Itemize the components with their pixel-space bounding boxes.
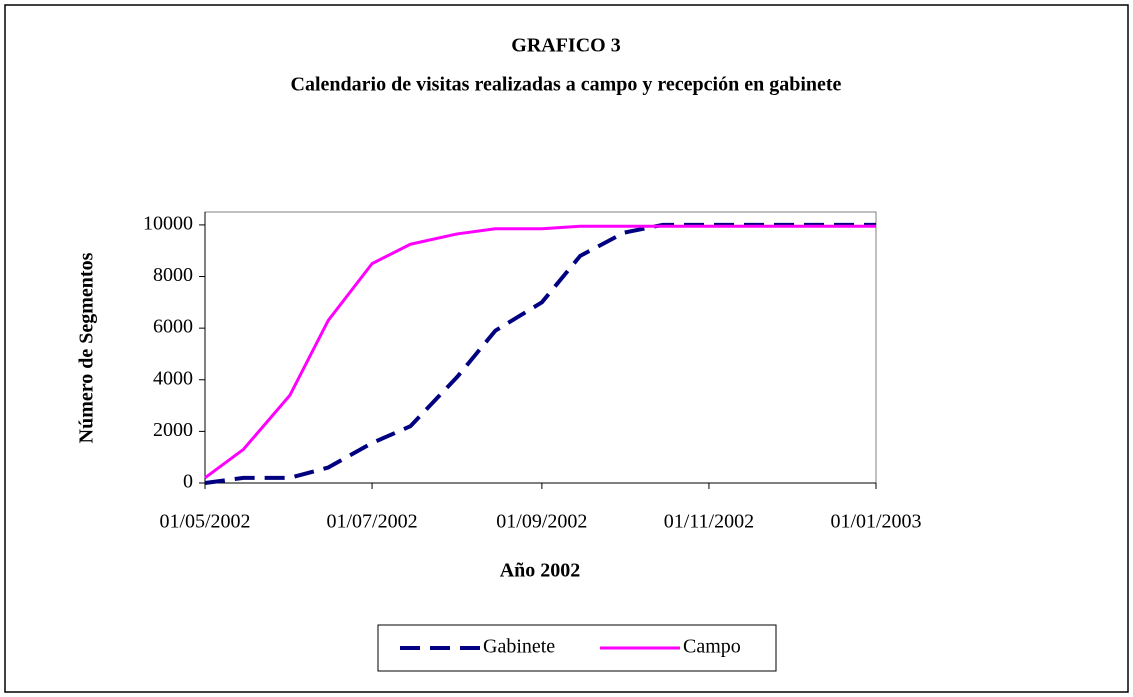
series-line	[204, 224, 876, 480]
x-axis-label: Año 2002	[500, 560, 581, 582]
chart-title: GRAFICO 3	[511, 35, 620, 57]
x-tick-label: 01/01/2003	[830, 511, 921, 533]
y-tick-label: 2000	[153, 419, 193, 441]
y-tick-label: 0	[183, 471, 193, 493]
chart-subtitle: Calendario de visitas realizadas a campo…	[291, 74, 842, 96]
x-tick-label: 01/09/2002	[496, 511, 587, 533]
legend-label: Gabinete	[483, 636, 555, 658]
y-axis-label: Número de Segmentos	[76, 252, 98, 443]
y-tick-label: 10000	[143, 212, 193, 234]
y-tick-label: 8000	[153, 264, 193, 286]
chart-frame	[4, 4, 1129, 693]
y-tick-label: 6000	[153, 316, 193, 338]
legend-label: Campo	[683, 636, 741, 658]
y-tick-label: 4000	[153, 367, 193, 389]
x-tick-label: 01/05/2002	[159, 511, 250, 533]
x-tick-label: 01/11/2002	[664, 511, 754, 533]
x-tick-label: 01/07/2002	[327, 511, 418, 533]
